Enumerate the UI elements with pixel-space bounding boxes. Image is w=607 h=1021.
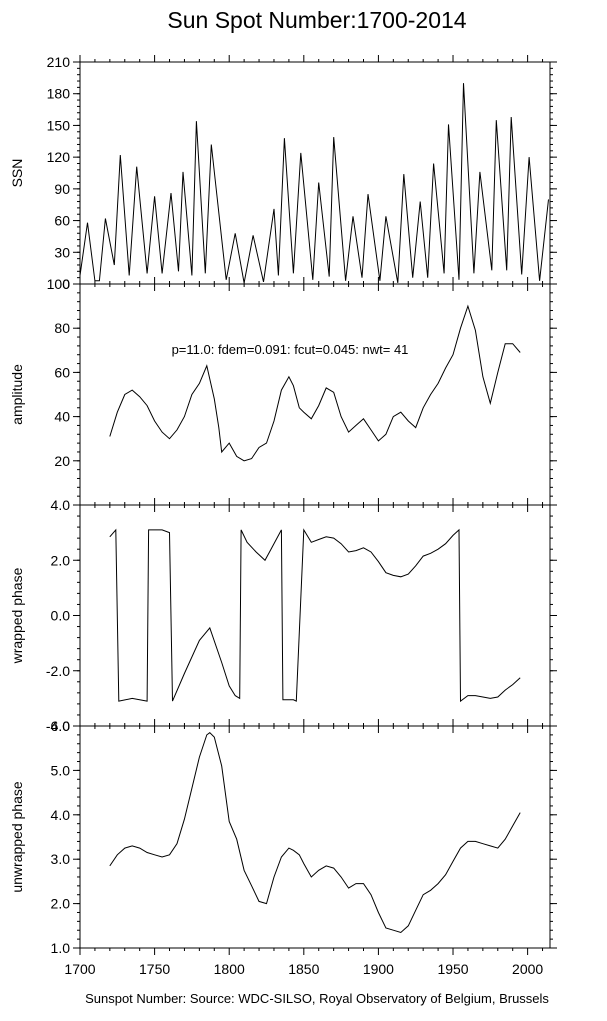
y-tick-label: -2.0 [46,663,70,679]
panel-amplitude: 20 40 60 80 100 amplitude p=11.0: fdem=0.091: … [9,276,557,512]
series-line [109,732,521,934]
y-tick-label: 40 [54,409,70,425]
y-tick-label: 6.0 [51,718,71,734]
y-tick-label: 2.0 [51,896,71,912]
y-tick-label: 180 [47,86,71,102]
y-tick-label: 90 [54,181,70,197]
y-tick-label: 4.0 [51,497,71,513]
panel-ssn: 0 30 60 90 120 150 180 210 SSN [9,54,557,292]
panel-unwrapped_phase: 1.0 2.0 3.0 4.0 5.0 6.0 unwrapped phase [9,718,557,956]
panel-frame [79,725,551,949]
y-tick-label: 210 [47,54,71,70]
y-axis-label: SSN [9,159,25,188]
y-tick-label: 0.0 [51,608,71,624]
y-tick-label: 60 [54,213,70,229]
y-tick-label: 4.0 [51,807,71,823]
y-tick-label: 100 [47,276,71,292]
y-tick-label: 1.0 [51,940,71,956]
x-tick-label: 1850 [288,961,319,977]
y-tick-label: 120 [47,149,71,165]
y-tick-label: 2.0 [51,552,71,568]
panel-annotation: p=11.0: fdem=0.091: fcut=0.045: nwt= 41 [172,342,409,357]
y-tick-label: 30 [54,244,70,260]
y-tick-label: 150 [47,117,71,133]
y-tick-label: 60 [54,364,70,380]
y-tick-label: 80 [54,320,70,336]
chart-title: Sun Spot Number:1700-2014 [167,7,466,33]
y-tick-label: 3.0 [51,851,71,867]
chart-footer: Sunspot Number: Source: WDC-SILSO, Royal… [85,991,549,1006]
panel-frame [79,283,551,506]
y-tick-label: -4.0 [46,718,70,734]
series-line [109,304,521,462]
y-tick-label: 5.0 [51,762,71,778]
panels-layer: 0 30 60 90 120 150 180 210 SSN 20 40 60 80 100 amplitu… [9,54,557,977]
y-axis-label: unwrapped phase [9,781,25,893]
x-tick-label: 2000 [512,961,543,977]
x-tick-label: 1700 [64,961,95,977]
x-tick-label: 1800 [214,961,245,977]
series-line [79,83,549,283]
y-tick-label: 20 [54,453,70,469]
series-line [109,528,521,703]
x-tick-label: 1750 [139,961,170,977]
x-tick-label: 1900 [363,961,394,977]
panel-frame [79,504,551,727]
y-axis-label: amplitude [9,364,25,425]
y-tick-label: 0 [62,276,70,292]
x-tick-label: 1950 [437,961,468,977]
y-axis-label: wrapped phase [9,567,25,664]
panel-wrapped_phase: -4.0 -2.0 0.0 2.0 4.0 wrapped phase [9,497,557,734]
